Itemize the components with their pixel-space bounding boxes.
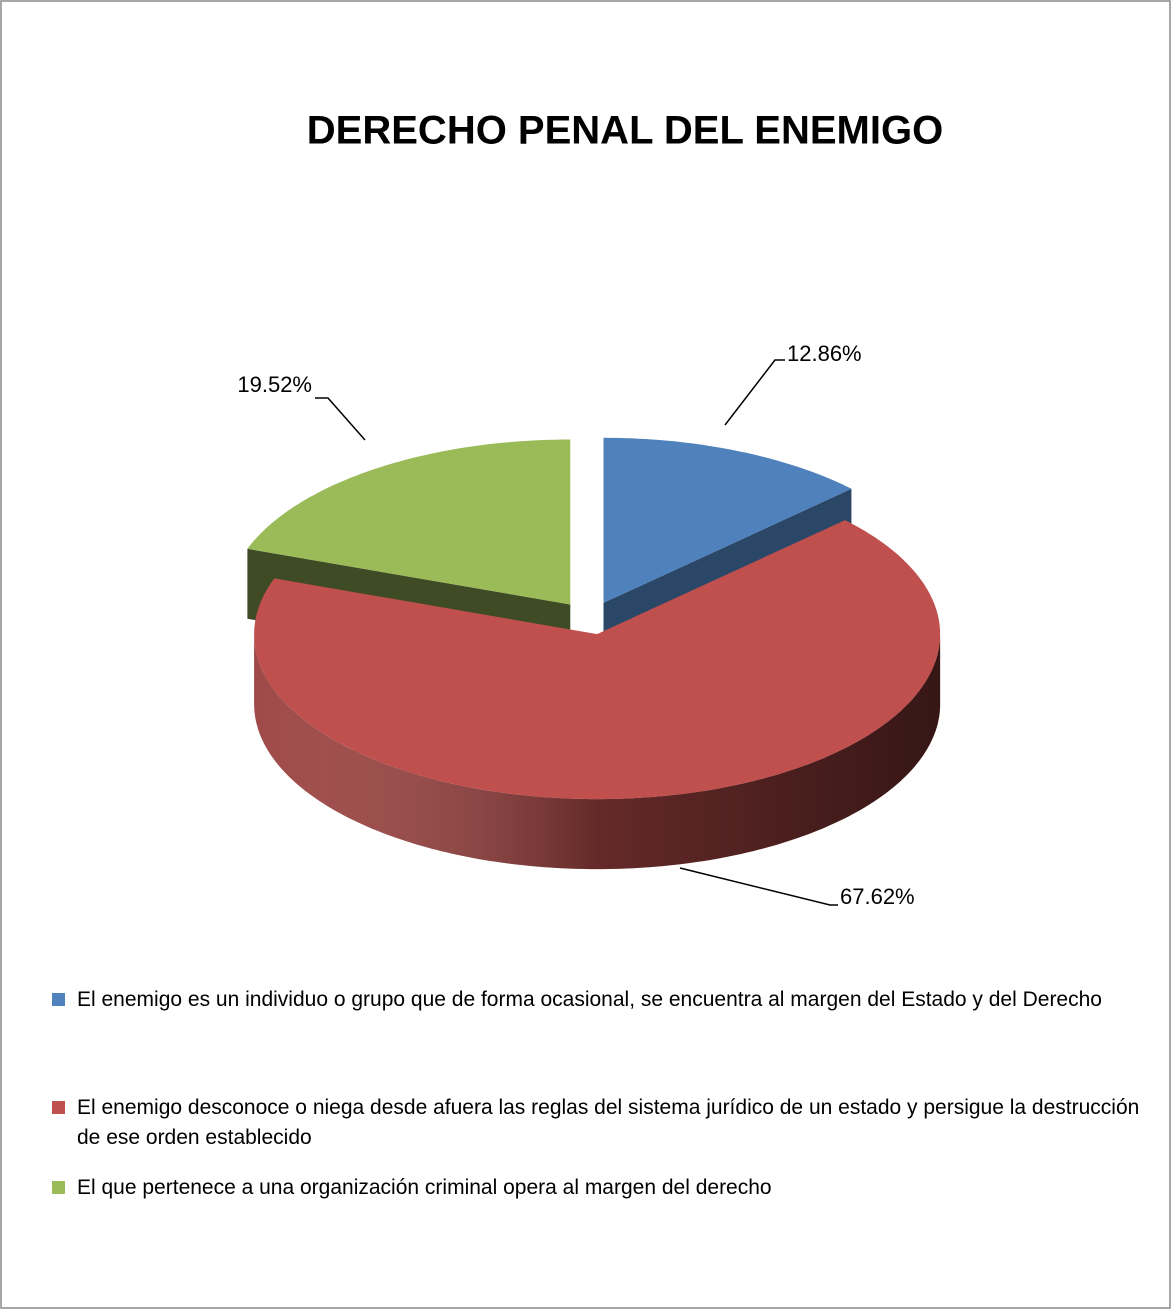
pie xyxy=(247,437,941,870)
pie-slice xyxy=(247,439,571,605)
leader-line xyxy=(315,397,366,441)
legend-item: El enemigo desconoce o niega desde afuer… xyxy=(52,1093,1157,1153)
pie-slice xyxy=(254,520,941,800)
leader-line xyxy=(679,867,838,906)
chart-title: DERECHO PENAL DEL ENEMIGO xyxy=(307,109,943,153)
legend-swatch xyxy=(52,1101,65,1114)
legend-item: El que pertenece a una organización crim… xyxy=(52,1173,772,1203)
data-label: 67.62% xyxy=(840,884,915,909)
legend-label: El que pertenece a una organización crim… xyxy=(77,1176,772,1199)
pie-slice xyxy=(603,437,852,603)
leader-line xyxy=(724,359,785,426)
slice-wall-shade xyxy=(254,634,941,870)
legend-item: El enemigo es un individuo o grupo que d… xyxy=(52,985,1102,1015)
legend-swatch xyxy=(52,1181,65,1194)
data-label: 19.52% xyxy=(237,372,312,397)
legend-swatch xyxy=(52,993,65,1006)
legend-label: El enemigo es un individuo o grupo que d… xyxy=(77,988,1102,1011)
data-label: 12.86% xyxy=(787,341,862,366)
legend-label: El enemigo desconoce o niega desde afuer… xyxy=(77,1096,1140,1149)
data-labels: 12.86% 67.62% 19.52% xyxy=(237,341,914,909)
